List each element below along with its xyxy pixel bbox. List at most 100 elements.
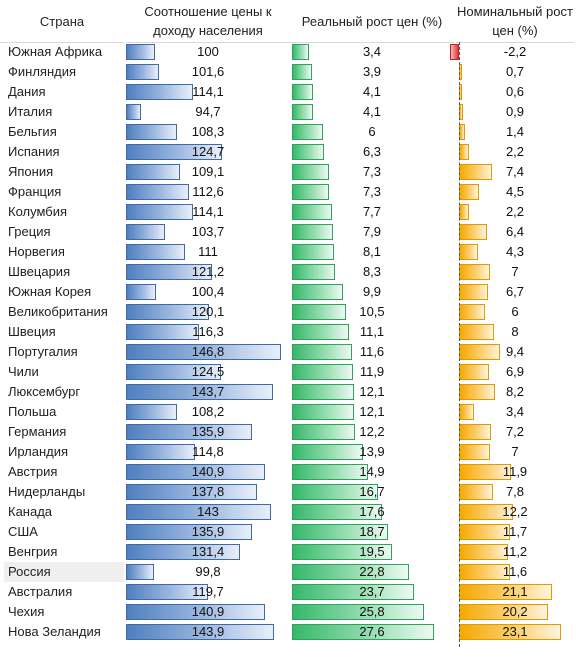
ratio-bar <box>126 604 266 620</box>
ratio-bar <box>126 284 157 300</box>
table-row: Нидерланды 137,8 16,7 7,8 <box>0 482 576 502</box>
real-growth-bar <box>292 504 383 520</box>
country-name: Греция <box>8 224 51 239</box>
country-name: Дания <box>8 84 46 99</box>
real-growth-value: 14,9 <box>359 464 385 479</box>
ratio-bar <box>126 44 155 60</box>
country-name: Швецария <box>8 264 71 279</box>
nominal-growth-value: 3,4 <box>505 404 525 419</box>
real-growth-value: 7,3 <box>362 184 382 199</box>
country-name: Португалия <box>8 344 78 359</box>
table-row: Люксембург 143,7 12,1 8,2 <box>0 382 576 402</box>
ratio-bar <box>126 224 165 240</box>
real-growth-value: 6,3 <box>362 144 382 159</box>
real-growth-bar <box>292 364 354 380</box>
ratio-bar <box>126 264 213 280</box>
country-name: Германия <box>8 424 67 439</box>
table-row: Португалия 146,8 11,6 9,4 <box>0 342 576 362</box>
table-row: Австрия 140,9 14,9 11,9 <box>0 462 576 482</box>
nominal-growth-value: 2,2 <box>505 204 525 219</box>
real-growth-value: 6 <box>368 124 376 139</box>
real-growth-bar <box>292 224 333 240</box>
ratio-bar <box>126 364 222 380</box>
ratio-bar <box>126 324 199 340</box>
real-growth-bar <box>292 324 349 340</box>
ratio-bar <box>126 204 194 220</box>
ratio-value: 143,9 <box>191 624 225 639</box>
real-growth-bar <box>292 524 388 540</box>
ratio-bar <box>126 124 178 140</box>
real-growth-value: 4,1 <box>362 84 382 99</box>
country-name: Люксембург <box>8 384 81 399</box>
nominal-growth-value: 7,8 <box>505 484 525 499</box>
country-name: Италия <box>8 104 53 119</box>
ratio-bar <box>126 84 194 100</box>
country-name: Канада <box>8 504 53 519</box>
table-row: Дания 114,1 4,1 0,6 <box>0 82 576 102</box>
nominal-growth-value: 7 <box>511 444 519 459</box>
ratio-bar <box>126 584 209 600</box>
ratio-value: 111 <box>198 244 218 259</box>
nominal-growth-value: 4,5 <box>505 184 525 199</box>
table-row: США 135,9 18,7 11,7 <box>0 522 576 542</box>
table-row: Финляндия 101,6 3,9 0,7 <box>0 62 576 82</box>
real-growth-bar <box>292 204 332 220</box>
country-name: Чехия <box>8 604 45 619</box>
real-growth-value: 8,3 <box>362 264 382 279</box>
real-growth-bar <box>292 144 325 160</box>
header-country: Страна <box>0 0 124 43</box>
table-row: Южная Корея 100,4 9,9 6,7 <box>0 282 576 302</box>
nominal-growth-value: 6,7 <box>505 284 525 299</box>
real-growth-value: 25,8 <box>359 604 385 619</box>
real-growth-value: 7,7 <box>362 204 382 219</box>
nominal-growth-value: 11,7 <box>502 524 528 539</box>
country-name: Япония <box>8 164 54 179</box>
ratio-value: 143 <box>197 504 219 519</box>
nominal-growth-value: 7,2 <box>505 424 525 439</box>
ratio-value: 109,1 <box>191 164 225 179</box>
table-row: Бельгия 108,3 6 1,4 <box>0 122 576 142</box>
table-row: Колумбия 114,1 7,7 2,2 <box>0 202 576 222</box>
nominal-growth-value: 12,2 <box>502 504 528 519</box>
ratio-value: 114,1 <box>192 84 224 99</box>
ratio-value: 103,7 <box>191 224 225 239</box>
header-real: Реальный рост цен (%) <box>290 0 454 43</box>
real-growth-value: 7,3 <box>362 164 382 179</box>
table-row: Польша 108,2 12,1 3,4 <box>0 402 576 422</box>
table-row: Италия 94,7 4,1 0,9 <box>0 102 576 122</box>
real-growth-value: 10,5 <box>359 304 385 319</box>
table-row: Испания 124,7 6,3 2,2 <box>0 142 576 162</box>
table-row: Швеция 116,3 11,1 8 <box>0 322 576 342</box>
real-growth-value: 12,2 <box>359 424 385 439</box>
real-growth-bar <box>292 304 346 320</box>
nominal-growth-value: 2,2 <box>505 144 525 159</box>
real-growth-bar <box>292 164 330 180</box>
ratio-bar <box>126 64 160 80</box>
ratio-value: 124,5 <box>191 364 225 379</box>
real-growth-value: 12,1 <box>359 384 385 399</box>
ratio-bar <box>126 424 252 440</box>
ratio-value: 119,7 <box>192 584 224 599</box>
ratio-value: 108,2 <box>191 404 225 419</box>
nominal-growth-value: 1,4 <box>505 124 525 139</box>
nominal-growth-value: 6,9 <box>505 364 525 379</box>
real-growth-bar <box>292 44 310 60</box>
ratio-value: 108,3 <box>191 124 225 139</box>
table-row: Япония 109,1 7,3 7,4 <box>0 162 576 182</box>
nominal-growth-value: 9,4 <box>505 344 525 359</box>
country-name: Польша <box>8 404 57 419</box>
table-row: Австралия 119,7 23,7 21,1 <box>0 582 576 602</box>
ratio-value: 112,6 <box>192 184 224 199</box>
ratio-value: 116,3 <box>192 324 224 339</box>
country-name: Франция <box>8 184 62 199</box>
real-growth-bar <box>292 184 330 200</box>
real-growth-value: 11,1 <box>359 324 385 339</box>
header-ratio: Соотношение цены к доходу населения <box>126 0 290 43</box>
nominal-growth-value: 6,4 <box>505 224 525 239</box>
ratio-value: 94,7 <box>195 104 221 119</box>
nominal-growth-value: 0,6 <box>505 84 525 99</box>
real-growth-value: 17,6 <box>359 504 385 519</box>
real-growth-value: 11,6 <box>359 344 385 359</box>
table-row: Россия 99,8 22,8 11,6 <box>0 562 576 582</box>
